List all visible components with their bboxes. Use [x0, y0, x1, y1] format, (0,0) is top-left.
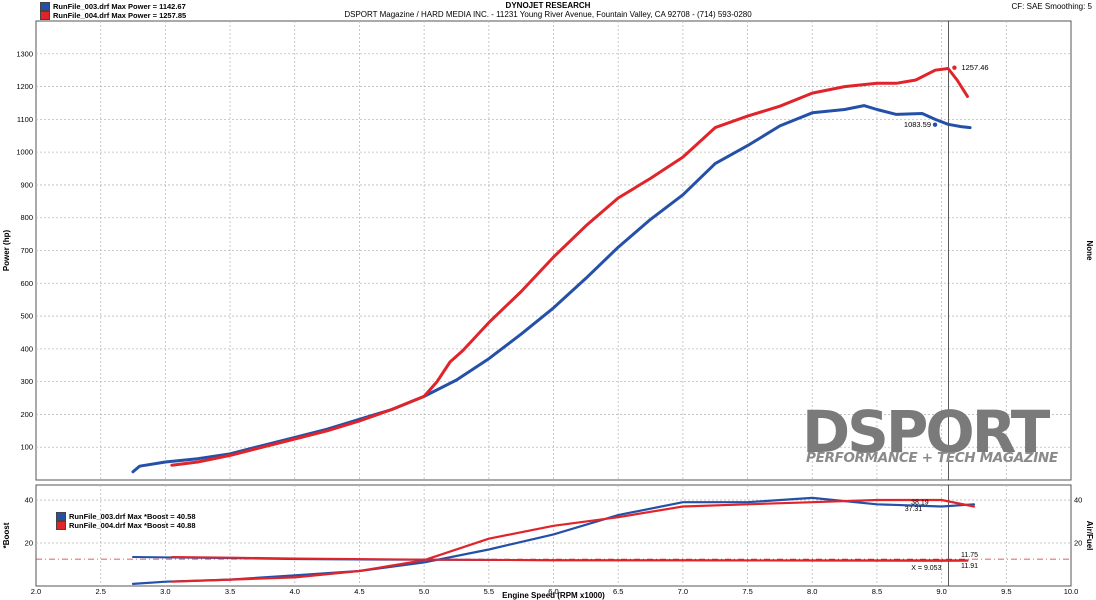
boost-plot-frame	[35, 484, 1072, 587]
x-axis-title: Engine Speed (RPM x1000)	[502, 591, 605, 600]
lower-series-line-0	[131, 496, 976, 585]
legend-swatch-run004	[40, 11, 50, 20]
header-settings: CF: SAE Smoothing: 5	[1011, 2, 1092, 11]
legend-boost-run003: RunFile_003.drf Max *Boost = 40.58	[56, 512, 196, 521]
power-y-tick-label: 500	[20, 312, 33, 321]
power-y-tick-label: 1300	[16, 49, 33, 58]
legend-swatch-boost004	[56, 521, 66, 530]
legend-label-run003: RunFile_003.drf Max Power = 1142.67	[53, 2, 186, 11]
x-tick-label: 9.5	[1001, 587, 1011, 596]
lower-annotation-label: 11.91	[961, 563, 978, 570]
x-tick-label: 7.0	[678, 587, 688, 596]
power-y-tick-label: 1200	[16, 82, 33, 91]
watermark-tagline: PERFORMANCE + TECH MAGAZINE	[806, 450, 1058, 466]
cursor-readout: X = 9.053	[911, 565, 941, 572]
legend-boost-run004: RunFile_004.drf Max *Boost = 40.88	[56, 521, 196, 530]
af-axis-title: Air/Fuel	[1085, 521, 1094, 551]
power-y-tick-label: 800	[20, 213, 33, 222]
x-tick-label: 2.0	[31, 587, 41, 596]
boost-axis-title: *Boost	[2, 522, 11, 548]
legend-label-boost003: RunFile_003.drf Max *Boost = 40.58	[69, 512, 196, 521]
x-tick-label: 3.5	[225, 587, 235, 596]
boost-y-tick-label: 40	[25, 496, 33, 505]
power-y-tick-label: 400	[20, 344, 33, 353]
lower-annotation-label: 38.19	[911, 500, 929, 507]
x-tick-label: 9.0	[936, 587, 946, 596]
power-y-tick-label: 1100	[17, 115, 33, 124]
af-y-tick-label: 40	[1074, 496, 1082, 505]
x-tick-label: 10.0	[1064, 587, 1079, 596]
x-tick-label: 3.0	[160, 587, 170, 596]
boost-y-tick-label: 20	[25, 539, 33, 548]
legend-label-run004: RunFile_004.drf Max Power = 1257.85	[53, 11, 187, 20]
lower-series-line-1	[170, 498, 976, 583]
legend-power-run003: RunFile_003.drf Max Power = 1142.67	[40, 2, 186, 11]
power-axis-title: Power (hp)	[2, 230, 11, 272]
x-tick-label: 7.5	[742, 587, 752, 596]
power-annotation-dot	[932, 122, 938, 127]
power-y-tick-label: 200	[20, 410, 33, 419]
x-tick-label: 5.0	[419, 587, 429, 596]
power-y-tick-label: 100	[20, 443, 33, 452]
x-tick-label: 6.5	[613, 587, 623, 596]
power-annotation-dot	[952, 65, 957, 70]
legend-label-boost004: RunFile_004.drf Max *Boost = 40.88	[69, 521, 196, 530]
x-tick-label: 6.0	[548, 587, 558, 596]
x-tick-label: 5.5	[484, 587, 494, 596]
lower-annotation-label: 11.75	[961, 552, 978, 559]
header-address: DSPORT Magazine / HARD MEDIA INC. - 1123…	[344, 10, 752, 19]
x-tick-label: 2.5	[95, 587, 105, 596]
lower-series-line-2	[132, 556, 969, 562]
watermark-brand: DSPORT	[802, 398, 1050, 466]
legend-swatch-boost003	[56, 512, 66, 521]
x-tick-label: 8.0	[807, 587, 817, 596]
power-y-tick-label: 600	[20, 279, 33, 288]
power-y-tick-label: 900	[20, 180, 33, 189]
power-y-tick-label: 700	[20, 246, 33, 255]
x-tick-label: 4.0	[290, 587, 300, 596]
header-company: DYNOJET RESEARCH	[505, 1, 591, 10]
power-y-tick-label: 1000	[16, 148, 33, 157]
legend-swatch-run003	[40, 2, 50, 11]
lower-series-line-3	[170, 556, 969, 562]
power-right-axis-title: None	[1085, 241, 1094, 262]
power-annotation-label: 1257.46	[961, 63, 988, 72]
x-tick-label: 8.5	[872, 587, 882, 596]
x-tick-label: 4.5	[354, 587, 364, 596]
legend-power-run004: RunFile_004.drf Max Power = 1257.85	[40, 11, 186, 20]
power-annotation-label: 1083.59	[904, 120, 931, 129]
power-y-tick-label: 300	[20, 377, 33, 386]
af-y-tick-label: 20	[1074, 539, 1082, 548]
lower-annotation-label: 37.31	[905, 506, 923, 513]
